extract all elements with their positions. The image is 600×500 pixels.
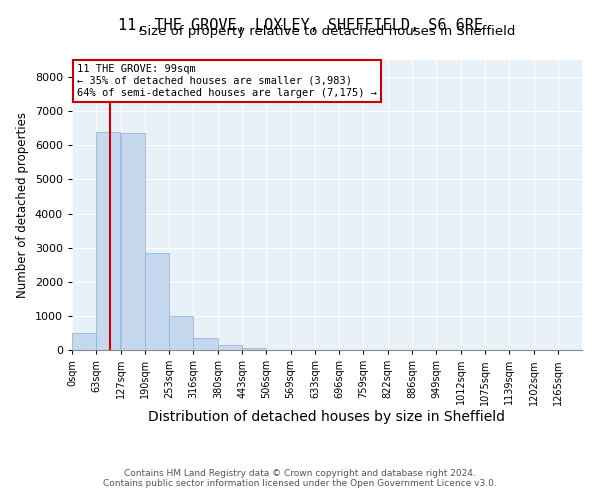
Bar [193, 338, 218, 350]
Text: 11 THE GROVE: 99sqm
← 35% of detached houses are smaller (3,983)
64% of semi-det: 11 THE GROVE: 99sqm ← 35% of detached ho… [77, 64, 377, 98]
Bar [72, 333, 96, 350]
Text: Contains public sector information licensed under the Open Government Licence v3: Contains public sector information licen… [103, 478, 497, 488]
Bar [218, 345, 242, 350]
Title: Size of property relative to detached houses in Sheffield: Size of property relative to detached ho… [139, 25, 515, 38]
Bar [121, 134, 145, 350]
X-axis label: Distribution of detached houses by size in Sheffield: Distribution of detached houses by size … [149, 410, 505, 424]
Bar [96, 132, 121, 350]
Text: Contains HM Land Registry data © Crown copyright and database right 2024.: Contains HM Land Registry data © Crown c… [124, 468, 476, 477]
Y-axis label: Number of detached properties: Number of detached properties [16, 112, 29, 298]
Bar [169, 316, 193, 350]
Bar [242, 348, 266, 350]
Text: 11, THE GROVE, LOXLEY, SHEFFIELD, S6 6RE: 11, THE GROVE, LOXLEY, SHEFFIELD, S6 6RE [118, 18, 482, 32]
Bar [145, 253, 169, 350]
